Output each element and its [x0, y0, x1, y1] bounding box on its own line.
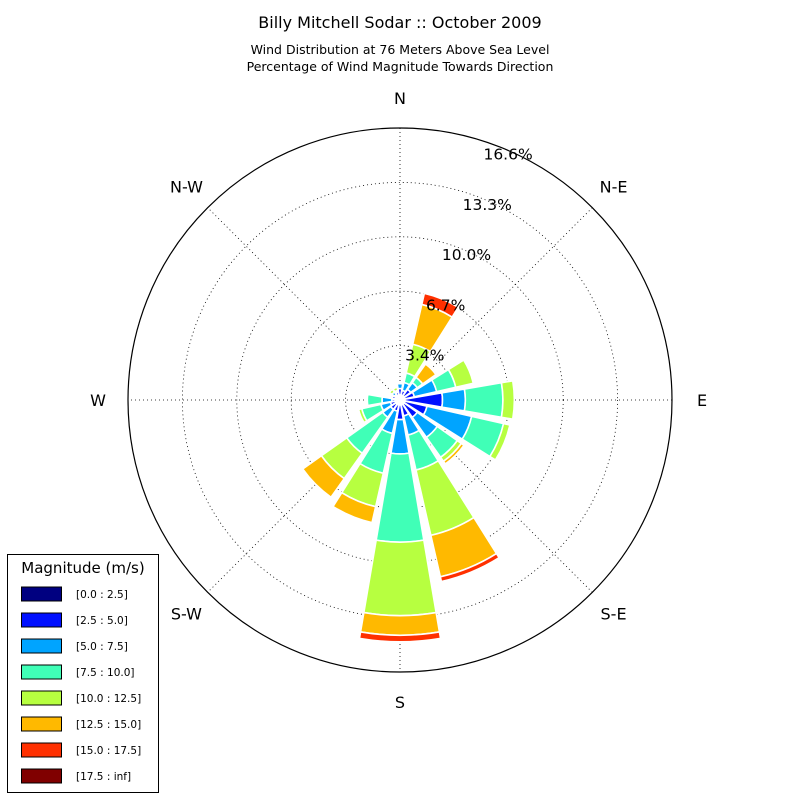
wind-sector-bar	[391, 384, 399, 391]
polar-frame	[127, 127, 673, 673]
legend-swatch	[21, 612, 62, 628]
wind-sector-bar	[424, 361, 439, 376]
radial-tick-label: 10.0%	[442, 246, 491, 264]
legend-label: [2.5 : 5.0]	[76, 615, 128, 627]
legend-label: [5.0 : 7.5]	[76, 641, 128, 653]
direction-label: S-E	[601, 605, 627, 624]
legend: Magnitude (m/s) [0.0 : 2.5] [2.5 : 5.0] [5.…	[7, 554, 159, 793]
wind-sector-bar	[396, 382, 404, 390]
wind-sector-bar	[359, 611, 441, 636]
legend-label: [7.5 : 10.0]	[76, 667, 134, 679]
grid-ring	[181, 181, 619, 619]
direction-label: S-W	[171, 605, 202, 624]
chart-title: Billy Mitchell Sodar :: October 2009	[258, 13, 541, 32]
legend-label: [12.5 : 15.0]	[76, 719, 141, 731]
radial-tick-label: 6.7%	[426, 296, 465, 314]
polar-outer-circle	[127, 127, 673, 673]
direction-label: N-E	[600, 177, 628, 196]
direction-label: N-W	[170, 177, 203, 196]
wind-sector-bar	[500, 379, 516, 421]
legend-label: [15.0 : 17.5]	[76, 745, 141, 757]
legend-swatch	[21, 768, 62, 784]
wind-sector-bar	[439, 552, 501, 583]
wind-sector-bar	[447, 358, 475, 389]
legend-swatch	[21, 638, 62, 654]
direction-label: E	[697, 391, 707, 410]
wind-sector-bar	[301, 454, 346, 499]
direction-label: N	[394, 89, 406, 108]
wind-sectors	[301, 292, 516, 643]
wind-sector-bar	[357, 407, 368, 424]
direction-labels: N N-E E S-E S S-W W N-W	[90, 89, 707, 712]
legend-label: [10.0 : 12.5]	[76, 693, 141, 705]
legend-swatch	[21, 690, 62, 706]
legend-label: [17.5 : inf]	[76, 771, 131, 783]
wind-sector-bar	[358, 630, 442, 643]
legend-swatch	[21, 664, 62, 680]
wind-sector-bar	[442, 442, 466, 466]
wind-sector-bar	[420, 292, 460, 319]
wind-sector-bar	[463, 381, 504, 419]
radial-tick-label: 13.3%	[463, 196, 512, 214]
radial-tick-label: 3.4%	[405, 347, 444, 365]
wind-sector-bar	[362, 539, 438, 617]
legend-swatch	[21, 586, 62, 602]
chart-subtitle-line-2: Percentage of Wind Magnitude Towards Dir…	[247, 59, 554, 74]
wind-sector-bar	[386, 386, 394, 394]
wind-sector-bar	[440, 388, 467, 412]
wind-sector-bar	[366, 393, 384, 407]
direction-label: S	[395, 693, 405, 712]
grid-ring	[290, 290, 510, 510]
legend-title: Magnitude (m/s)	[21, 559, 144, 577]
wind-sector-bar	[331, 491, 377, 524]
wind-sector-bar	[488, 422, 511, 462]
legend-swatch	[21, 716, 62, 732]
direction-label: W	[90, 391, 106, 410]
radial-tick-labels: 3.4% 6.7% 10.0% 13.3% 16.6%	[405, 146, 533, 365]
legend-label: [0.0 : 2.5]	[76, 589, 128, 601]
radial-tick-label: 16.6%	[483, 146, 532, 164]
legend-swatch	[21, 742, 62, 758]
chart-subtitle-line-1: Wind Distribution at 76 Meters Above Sea…	[251, 42, 550, 57]
